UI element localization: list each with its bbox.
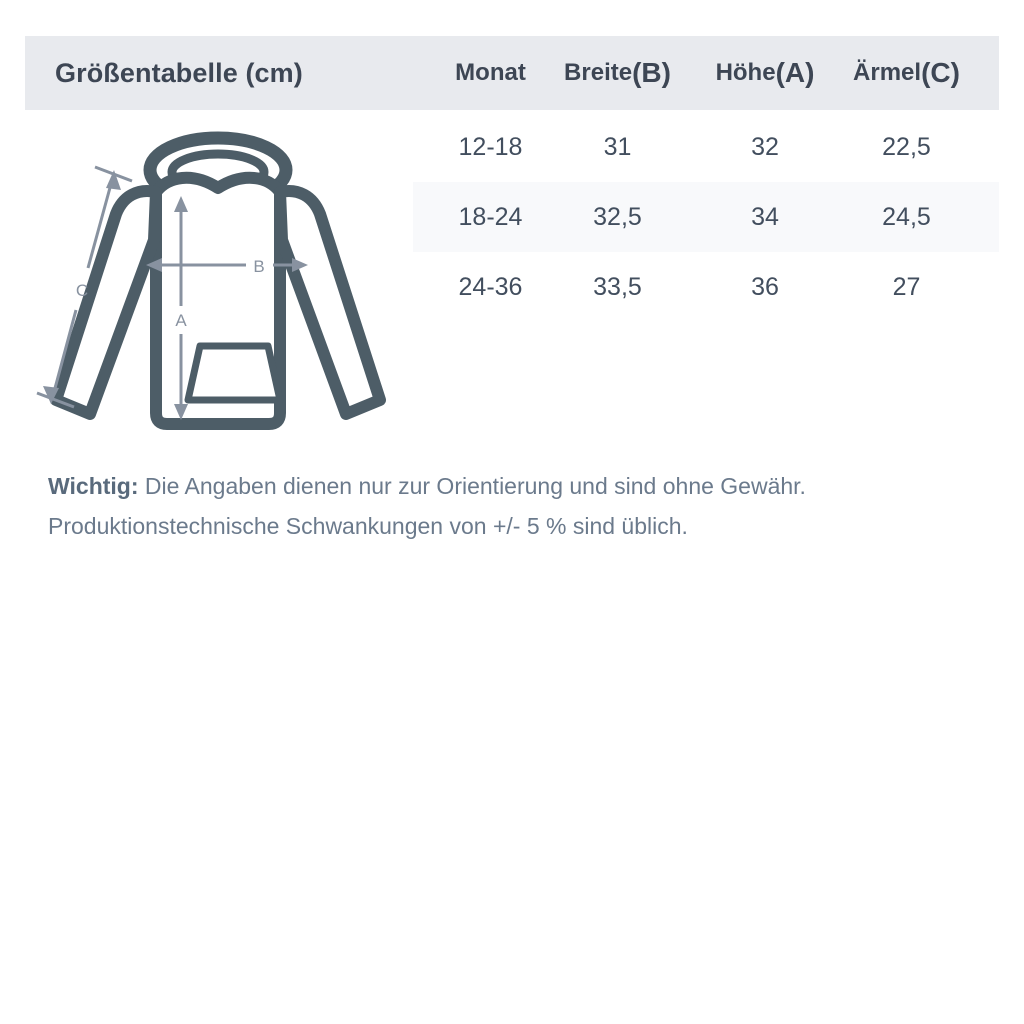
dimension-label-b: B [253,257,264,276]
page-title: Größentabelle (cm) [55,57,303,88]
column-header-monat: Monat [455,59,526,86]
cell-breite: 32,5 [593,202,642,231]
dimension-arrow-c: C [36,165,133,409]
disclaimer-line-1: Die Angaben dienen nur zur Orientierung … [138,473,806,499]
column-header-hoehe: Höhe (A) [715,57,815,88]
cell-monat: 12-18 [458,132,523,161]
cell-breite: 31 [603,132,632,161]
cell-aermel: 24,5 [882,202,931,231]
disclaimer-note: Wichtig: Die Angaben dienen nur zur Orie… [48,466,978,546]
cell-aermel: 27 [892,272,921,301]
cell-monat: 24-36 [458,272,523,301]
cell-monat: 18-24 [458,202,523,231]
right-sleeve [274,185,386,420]
dimension-arrow-a: A [174,196,188,420]
table-header-band [25,36,999,110]
column-header-breite: Breite (B) [564,57,671,88]
cell-aermel: 22,5 [882,132,931,161]
cell-hoehe: 34 [751,202,779,231]
dimension-arrow-b: B [146,257,308,276]
dimension-label-a: A [175,311,187,330]
cell-hoehe: 32 [751,132,779,161]
disclaimer-lead: Wichtig: [48,473,139,499]
kangaroo-pocket [184,342,284,404]
row-stripe [413,182,999,252]
cell-breite: 33,5 [593,272,642,301]
hoodie-diagram: A B C [28,128,408,453]
cell-hoehe: 36 [751,272,779,301]
dimension-label-c: C [76,281,88,300]
column-header-aermel: Ärmel (C) [853,57,960,88]
disclaimer-line-2: Produktionstechnische Schwankungen von +… [48,513,688,539]
left-sleeve [50,185,162,420]
